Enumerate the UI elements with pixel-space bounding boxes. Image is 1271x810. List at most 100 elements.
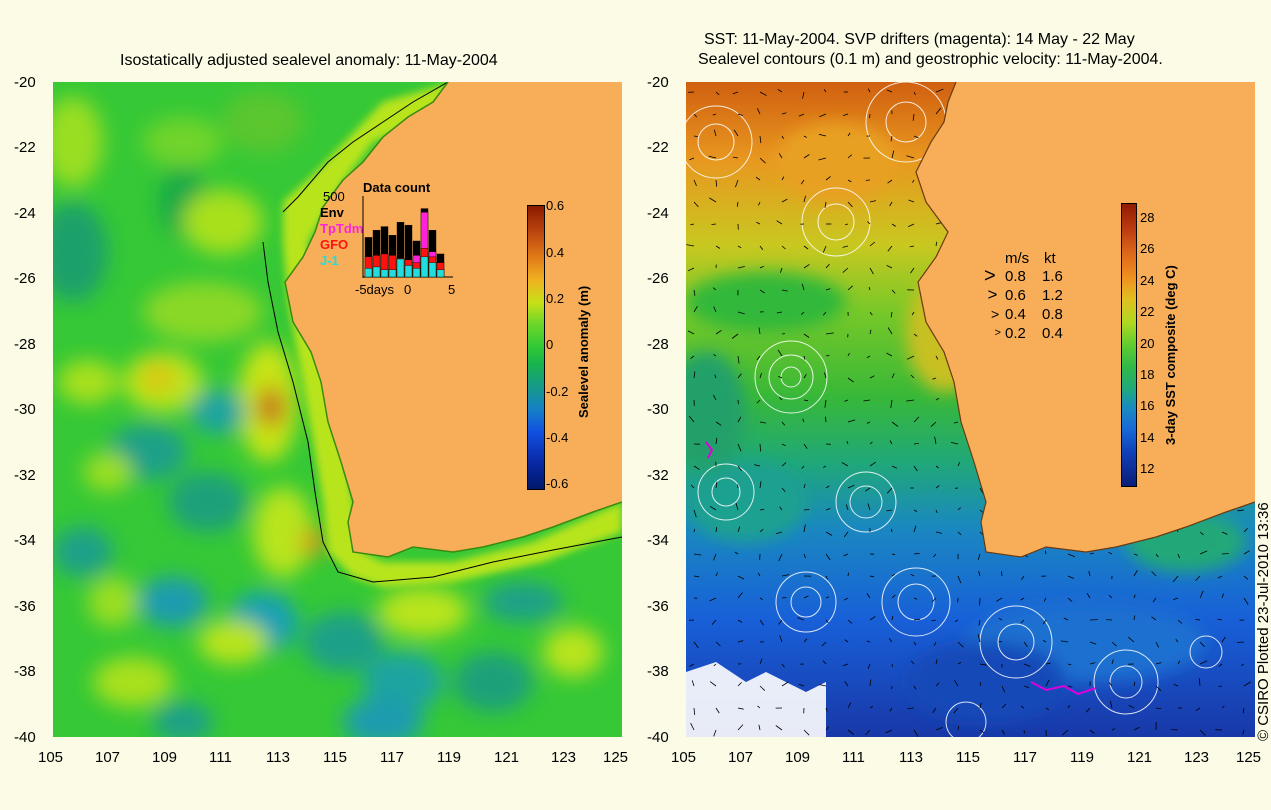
velocity-arrow bbox=[801, 283, 805, 291]
right-lon-tick: 111 bbox=[842, 749, 865, 766]
velocity-arrow bbox=[759, 157, 766, 164]
australia-landmass bbox=[916, 82, 1255, 557]
velocity-arrow bbox=[890, 135, 893, 142]
velocity-arrow bbox=[781, 135, 784, 139]
velocity-arrow bbox=[693, 371, 696, 379]
velocity-arrow bbox=[886, 487, 893, 494]
velocity-arrow bbox=[869, 267, 874, 275]
velocity-arrow bbox=[1172, 575, 1179, 583]
right-map-panel bbox=[686, 82, 1255, 737]
velocity-arrow bbox=[1089, 641, 1097, 645]
velocity-arrow bbox=[1177, 553, 1180, 559]
left-lon-tick: 117 bbox=[380, 749, 404, 766]
velocity-arrow bbox=[913, 509, 918, 512]
velocity-arrow-icon: > bbox=[984, 265, 996, 287]
sealevel-contours bbox=[686, 82, 1223, 737]
velocity-arrow bbox=[693, 707, 696, 715]
colorbar-tick: 0.4 bbox=[546, 245, 565, 260]
velocity-arrow bbox=[869, 679, 872, 687]
velocity-arrow bbox=[869, 616, 876, 621]
velocity-arrow bbox=[690, 722, 695, 731]
velocity-arrow bbox=[759, 289, 765, 294]
velocity-arrow bbox=[759, 443, 762, 452]
velocity-arrow bbox=[891, 594, 896, 599]
sst-colorbar-tick: 22 bbox=[1140, 304, 1155, 319]
velocity-arrow bbox=[847, 132, 851, 137]
velocity-arrow bbox=[1243, 597, 1249, 605]
right-lat-tick: -40 bbox=[647, 729, 669, 746]
velocity-arrow bbox=[802, 91, 805, 99]
velocity-arrow bbox=[822, 245, 827, 253]
left-lat-tick: -32 bbox=[14, 467, 36, 484]
velocity-arrow bbox=[737, 113, 743, 116]
velocity-arrow bbox=[759, 245, 764, 250]
velocity-legend: m/s kt >0.8 1.6 >0.6 1.2 >0.4 0.8 >0.2 0.4 bbox=[980, 248, 1080, 348]
velocity-arrow bbox=[759, 421, 767, 424]
velocity-arrow bbox=[843, 531, 849, 538]
velocity-arrow bbox=[737, 592, 743, 599]
velocity-arrow bbox=[1133, 570, 1138, 577]
velocity-arrow bbox=[1085, 707, 1091, 713]
velocity-arrow bbox=[953, 421, 959, 424]
velocity-arrow bbox=[847, 352, 850, 357]
velocity-arrow bbox=[1108, 551, 1113, 555]
velocity-arrow bbox=[979, 702, 982, 709]
velocity-arrow bbox=[825, 355, 830, 357]
left-map-title: Isostatically adjusted sealevel anomaly:… bbox=[120, 52, 498, 69]
velocity-arrow bbox=[825, 575, 828, 580]
velocity-arrow bbox=[1177, 619, 1183, 624]
velocity-arrow bbox=[693, 289, 696, 296]
velocity-arrow bbox=[1088, 570, 1091, 577]
velocity-arrow bbox=[775, 531, 783, 535]
anomaly-features bbox=[53, 92, 603, 737]
velocity-arrow bbox=[867, 503, 871, 511]
velocity-legend-header-kt: kt bbox=[1044, 250, 1056, 267]
velocity-arrow bbox=[758, 327, 761, 335]
velocity-arrow bbox=[887, 245, 893, 252]
velocity-arrow bbox=[931, 597, 937, 603]
velocity-arrow bbox=[869, 241, 876, 247]
velocity-arrow bbox=[687, 267, 695, 272]
right-lon-tick: 123 bbox=[1184, 749, 1210, 766]
velocity-arrow bbox=[887, 327, 893, 335]
velocity-arrow bbox=[891, 289, 896, 294]
velocity-arrow bbox=[869, 375, 875, 379]
left-lat-tick: -26 bbox=[14, 270, 36, 287]
data-count-bar-j1 bbox=[388, 269, 397, 278]
velocity-arrow bbox=[756, 399, 761, 404]
velocity-arrow bbox=[886, 509, 893, 512]
velocity-arrow bbox=[844, 639, 849, 643]
velocity-arrow bbox=[847, 572, 849, 577]
velocity-arrow bbox=[1236, 641, 1245, 643]
velocity-arrow bbox=[686, 244, 695, 247]
velocity-arrow bbox=[759, 481, 762, 489]
velocity-arrow bbox=[1044, 550, 1047, 555]
velocity-arrow bbox=[869, 311, 873, 316]
velocity-arrow bbox=[778, 153, 783, 159]
velocity-arrow bbox=[825, 332, 834, 335]
velocity-arrow bbox=[736, 201, 739, 207]
velocity-arrow bbox=[1133, 681, 1136, 687]
velocity-arrow bbox=[1133, 594, 1136, 599]
velocity-arrow bbox=[1173, 597, 1179, 600]
velocity-arrow bbox=[690, 355, 695, 359]
velocity-arrow bbox=[1199, 729, 1206, 736]
velocity-arrow bbox=[819, 113, 827, 118]
velocity-arrow bbox=[715, 245, 721, 249]
velocity-arrow bbox=[776, 311, 783, 314]
shelf-contour-line bbox=[262, 82, 622, 583]
velocity-arrow bbox=[737, 311, 745, 315]
velocity-arrow bbox=[713, 663, 717, 667]
data-count-max-label: 500 bbox=[323, 189, 345, 204]
velocity-arrow bbox=[935, 531, 943, 534]
velocity-arrow bbox=[803, 154, 810, 159]
velocity-arrow bbox=[933, 553, 937, 558]
right-map-title-line1: SST: 11-May-2004. SVP drifters (magenta)… bbox=[704, 31, 1135, 48]
velocity-arrow bbox=[715, 437, 718, 445]
left-lat-tick: -36 bbox=[14, 598, 36, 615]
right-lat-tick: -24 bbox=[647, 205, 669, 222]
velocity-arrow bbox=[1217, 618, 1223, 621]
velocity-arrow bbox=[868, 286, 871, 291]
velocity-arrow bbox=[1043, 640, 1047, 643]
velocity-arrow bbox=[1221, 553, 1229, 555]
